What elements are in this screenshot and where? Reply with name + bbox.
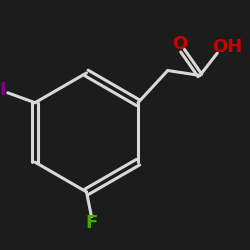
Text: OH: OH — [212, 38, 242, 56]
Text: F: F — [85, 214, 98, 232]
Text: O: O — [172, 36, 188, 54]
Text: I: I — [0, 81, 6, 99]
